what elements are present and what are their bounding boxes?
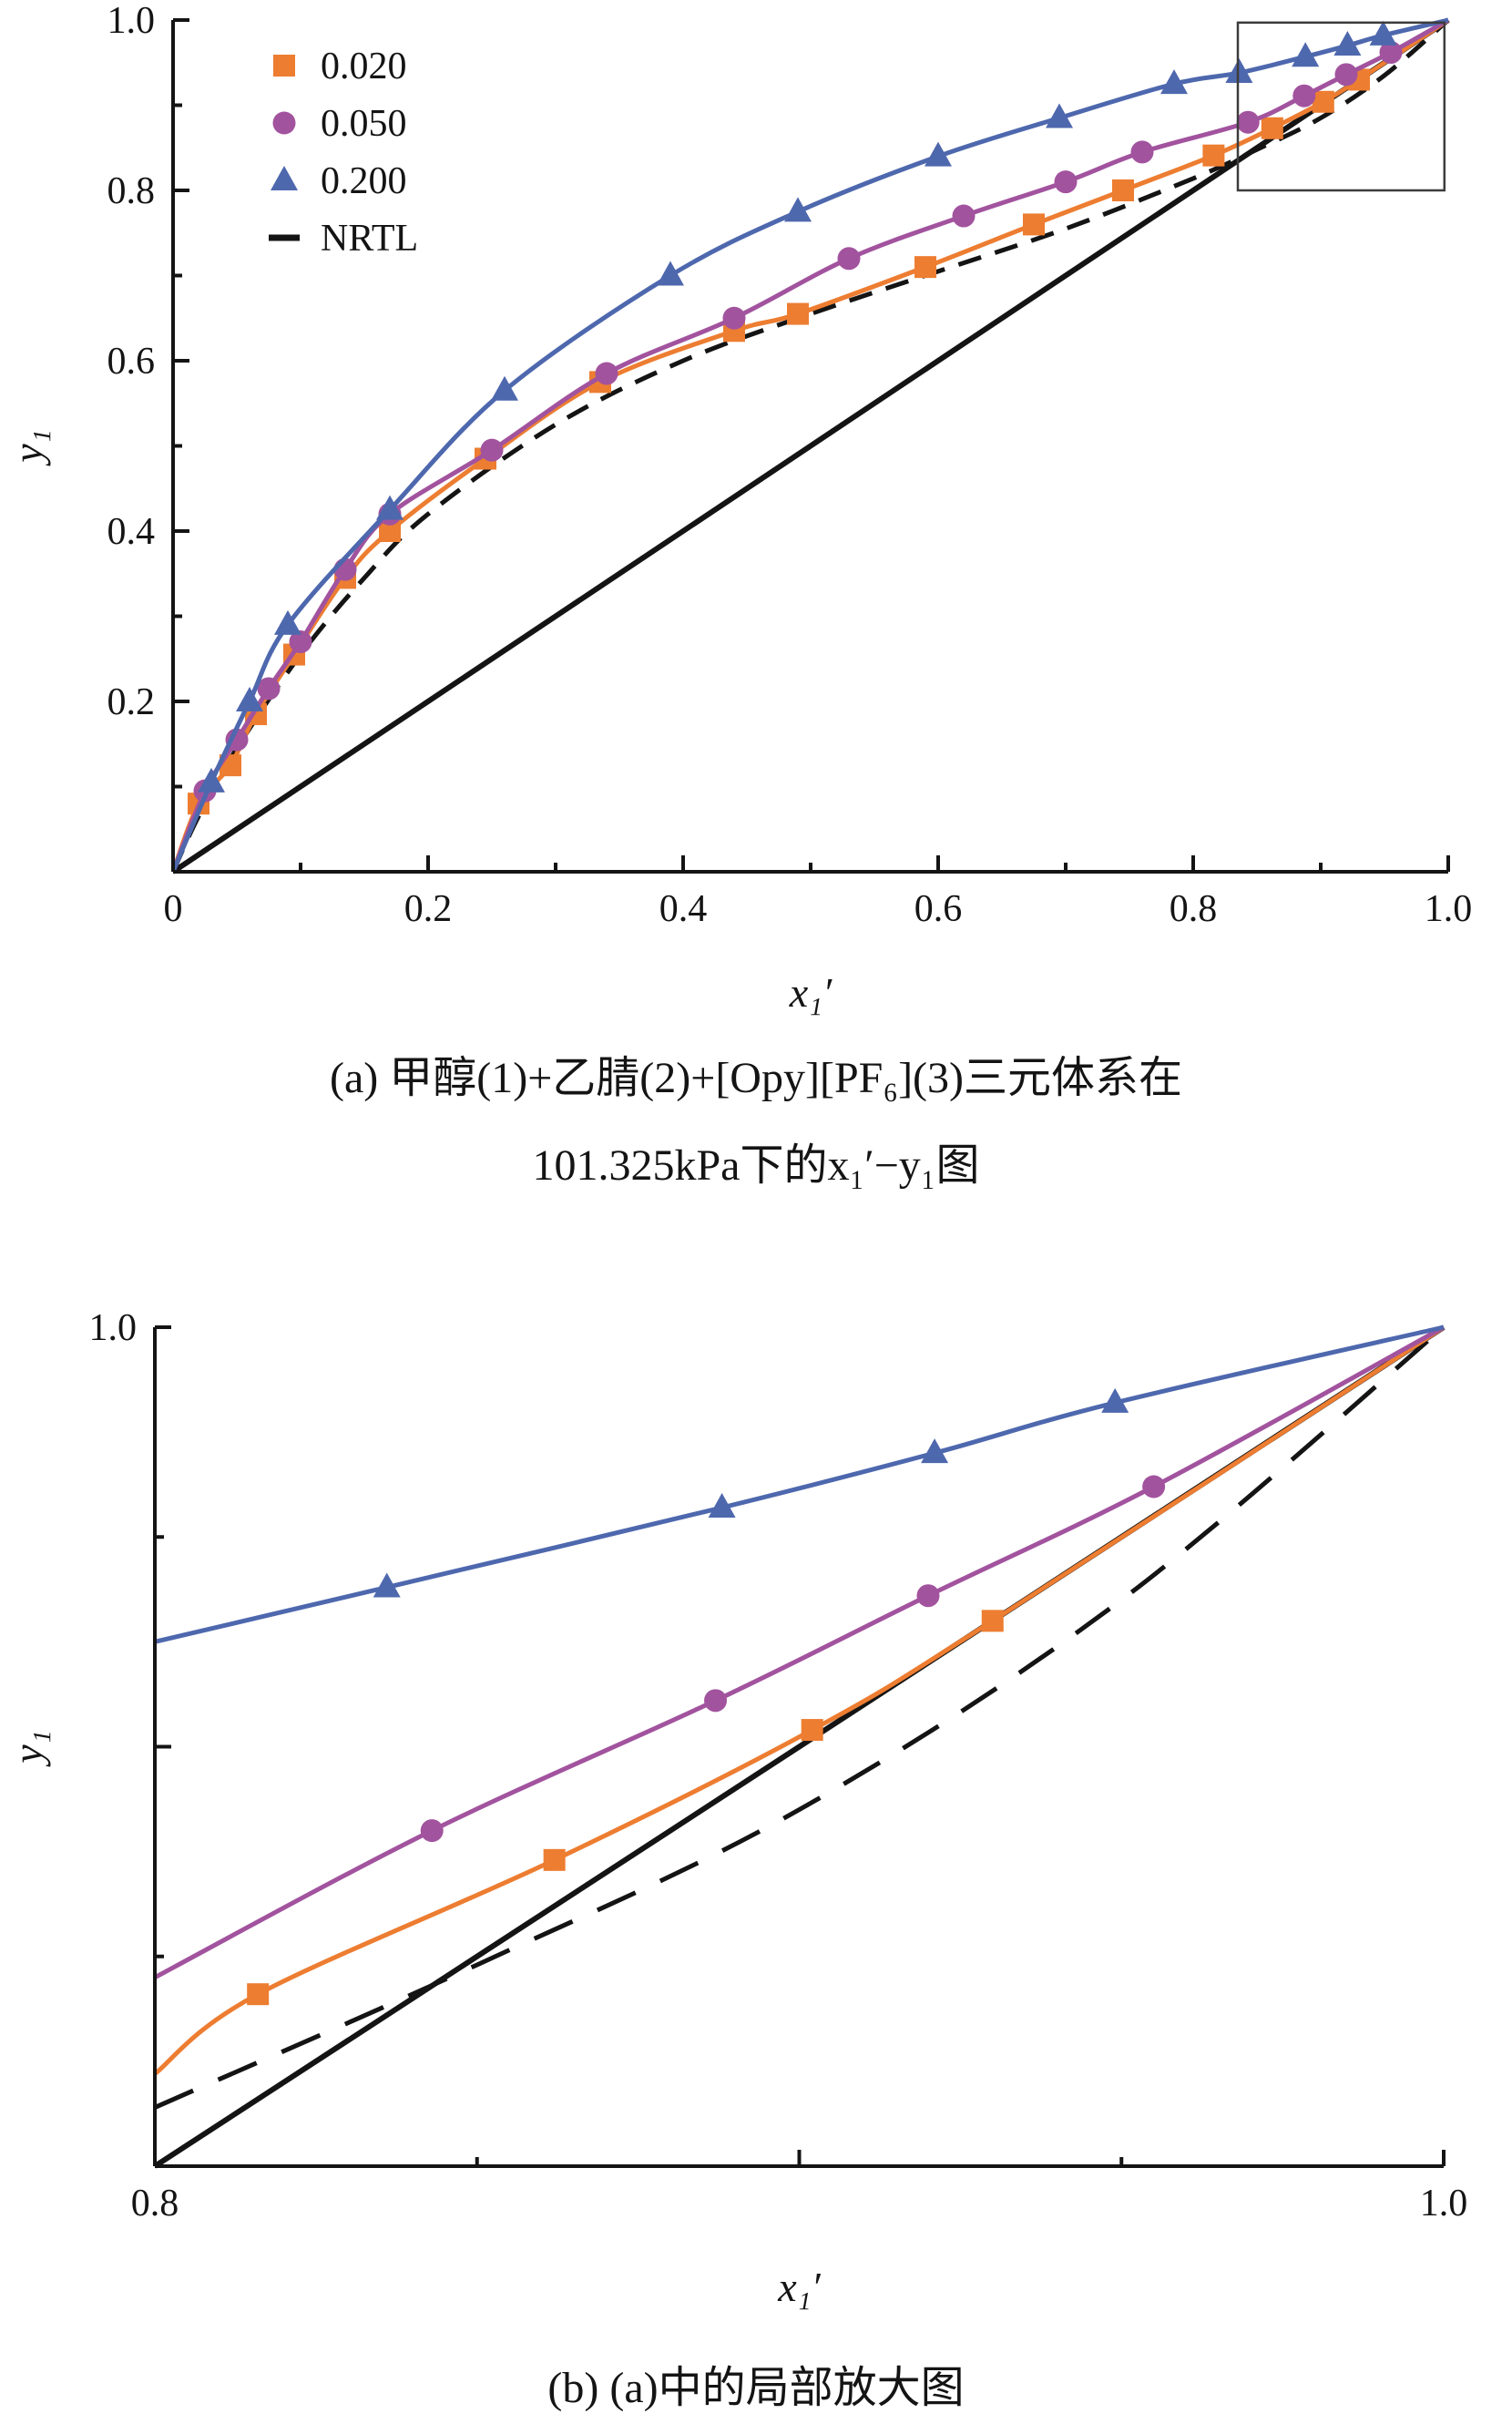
series-0.050-line: [155, 1324, 1446, 1979]
y-axis-label: y₁: [5, 1730, 51, 1766]
x-axis-label: x₁′: [777, 2264, 821, 2310]
svg-text:0.4: 0.4: [107, 511, 156, 553]
svg-text:0.8: 0.8: [131, 2183, 179, 2224]
panel-a-chart: 0 0.2 0.4 0.6 0.8 1.0 0.2 0.4 0.6 0.8 1.0 x₁′ y₁ 0.02…: [5, 0, 1473, 1016]
svg-text:0.2: 0.2: [404, 888, 453, 930]
series-0.200-points: [373, 1387, 1129, 1598]
svg-text:0.4: 0.4: [659, 888, 708, 930]
svg-text:1.0: 1.0: [1425, 888, 1473, 930]
svg-text:0.6: 0.6: [107, 341, 156, 383]
legend-label-0.050: 0.050: [321, 103, 407, 145]
nrtl-curve: [155, 1325, 1446, 2110]
panel-a-caption: (a) 甲醇(1)+乙腈(2)+[Opy][PF₆](3)三元体系在 101.3…: [0, 1035, 1512, 1210]
series-0.020-line: [155, 1324, 1446, 2076]
panel-a-caption-line2: 101.325kPa下的x₁′−y₁图: [532, 1141, 980, 1190]
zoom-region-box: [1236, 21, 1446, 192]
legend-label-NRTL: NRTL: [321, 218, 418, 260]
panel-b-chart: 0.8 1.0 1.0 x₁′ y₁: [5, 1307, 1468, 2310]
series-0.020-points: [247, 1610, 1004, 2006]
svg-text:0.6: 0.6: [914, 888, 963, 930]
diagonal-line: [173, 17, 1450, 874]
svg-text:0.8: 0.8: [1170, 888, 1218, 930]
axes: [153, 1325, 1446, 2168]
nrtl-curve: [173, 18, 1450, 874]
svg-text:1.0: 1.0: [1420, 2183, 1468, 2224]
panel-a-caption-line1: (a) 甲醇(1)+乙腈(2)+[Opy][PF₆](3)三元体系在: [329, 1054, 1183, 1102]
legend: 0.020 0.050 0.200 NRTL: [269, 46, 418, 260]
plot-area: [155, 1324, 1446, 2169]
legend-label-0.200: 0.200: [321, 160, 407, 202]
svg-text:1.0: 1.0: [107, 0, 156, 42]
svg-text:0.8: 0.8: [107, 170, 156, 212]
svg-text:0: 0: [164, 888, 183, 930]
panel-b-caption: (b) (a)中的局部放大图: [547, 2364, 965, 2412]
svg-text:0.2: 0.2: [107, 681, 156, 723]
plot-area: [173, 17, 1450, 874]
x-axis-label: x₁′: [789, 969, 833, 1016]
series-0.200-points: [198, 20, 1397, 793]
series-0.200-line: [155, 1324, 1445, 1644]
series-0.050-points: [420, 1475, 1166, 1843]
y-axis-label: y₁: [5, 429, 51, 465]
svg-text:1.0: 1.0: [89, 1307, 138, 1349]
legend-label-0.020: 0.020: [321, 46, 407, 87]
axes: [171, 18, 1450, 874]
